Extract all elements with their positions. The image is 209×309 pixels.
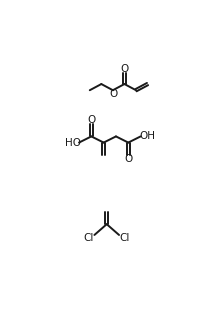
Text: O: O: [124, 154, 133, 164]
Text: O: O: [110, 89, 118, 99]
Text: Cl: Cl: [119, 233, 130, 243]
Text: O: O: [120, 64, 129, 74]
Text: Cl: Cl: [84, 233, 94, 243]
Text: HO: HO: [65, 138, 81, 148]
Text: O: O: [87, 115, 96, 125]
Text: OH: OH: [140, 131, 155, 142]
